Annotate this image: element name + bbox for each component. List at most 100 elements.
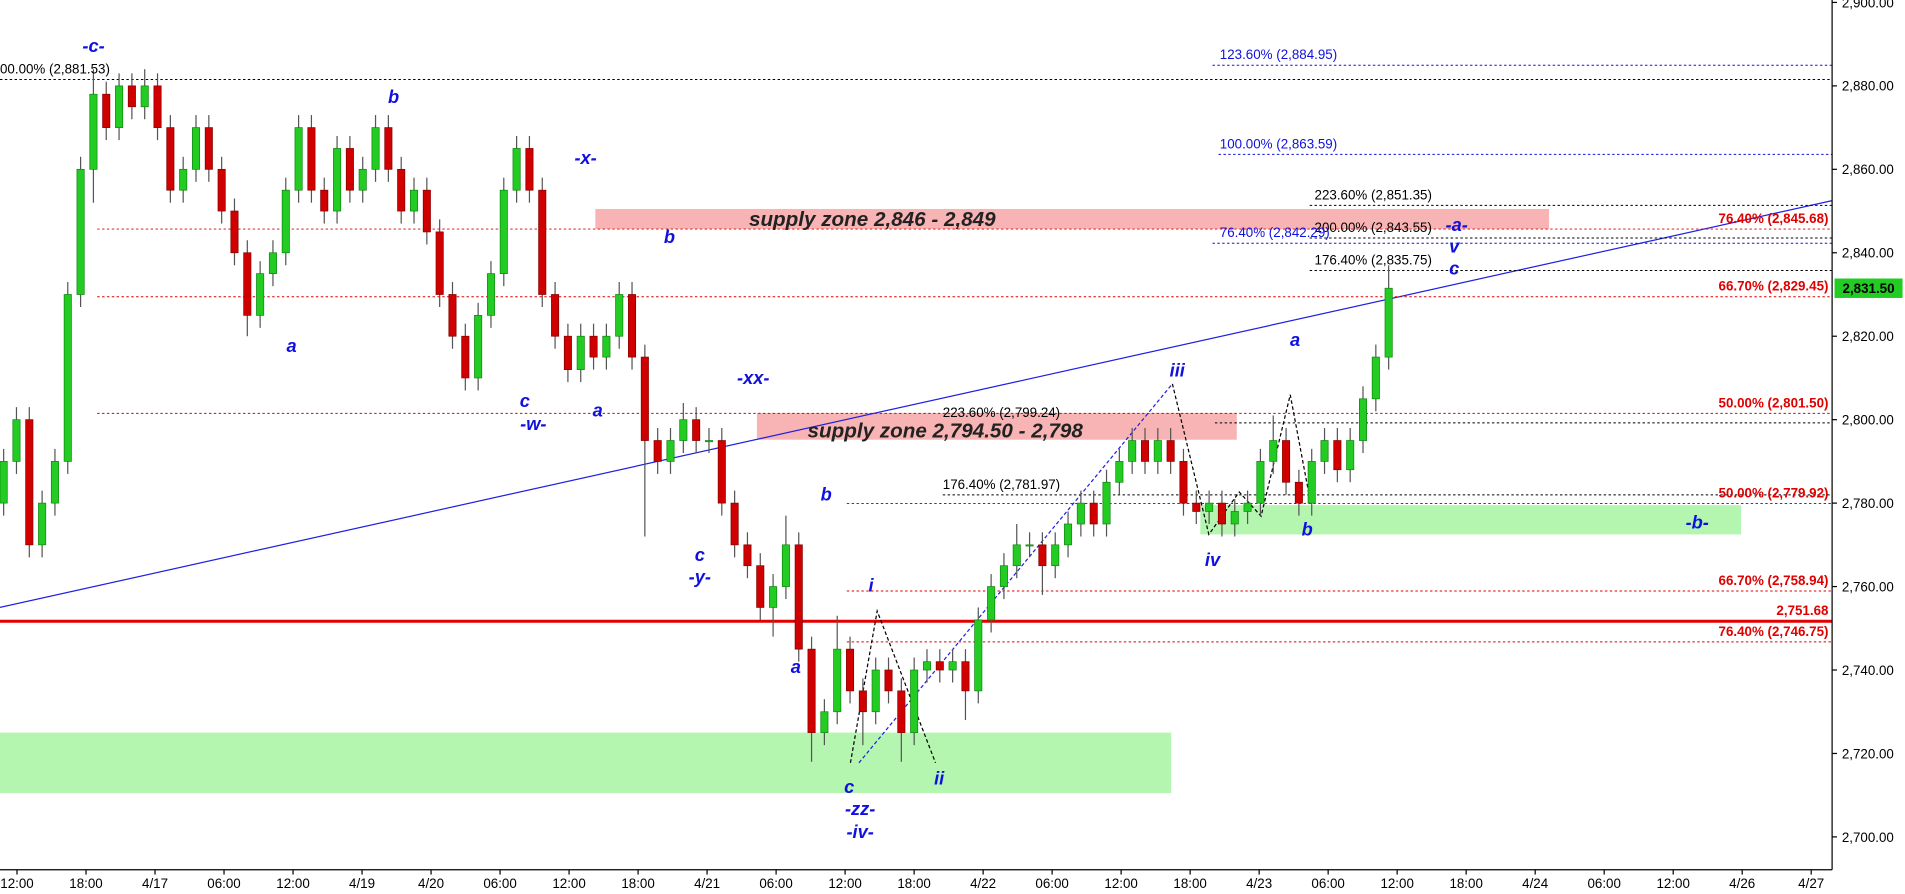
- y-tick-label: 2,860.00: [1842, 162, 1894, 177]
- candle-body: [76, 168, 85, 295]
- candle-body: [666, 440, 675, 462]
- candle-body: [115, 85, 124, 128]
- y-tick-label: 2,900.00: [1842, 0, 1894, 10]
- candle-body: [1269, 440, 1278, 462]
- candle-body: [807, 648, 816, 733]
- x-tick-label: 12:00: [1656, 876, 1689, 891]
- x-tick-label: 18:00: [897, 876, 930, 891]
- candle-body: [769, 586, 778, 608]
- wave-label: v: [1449, 237, 1460, 257]
- wave-label: -x-: [574, 148, 596, 168]
- candle-body: [102, 93, 111, 128]
- candle-body: [166, 127, 175, 191]
- candle-body: [961, 661, 970, 692]
- candle-body: [307, 127, 316, 191]
- y-tick-label: 2,840.00: [1842, 246, 1894, 261]
- wave-label: c: [520, 391, 530, 411]
- candle-body: [653, 440, 662, 462]
- candle-body: [1217, 502, 1226, 525]
- candle-body: [1166, 440, 1175, 462]
- y-tick-label: 2,760.00: [1842, 579, 1894, 594]
- candle-body: [268, 252, 277, 275]
- wave-label: b: [664, 227, 675, 247]
- candle-body: [333, 148, 342, 212]
- candle-body: [628, 294, 637, 358]
- level-label: 76.40% (2,746.75): [1719, 624, 1829, 639]
- price-tag-label: 2,831.50: [1843, 281, 1895, 296]
- candle-body: [25, 419, 34, 546]
- candle-body: [1307, 461, 1316, 504]
- candle-body: [717, 440, 726, 504]
- candle-body: [1346, 440, 1355, 471]
- zone-label: supply zone 2,794.50 - 2,798: [808, 419, 1084, 442]
- candle-body: [1358, 398, 1368, 441]
- wave-label: -y-: [689, 567, 711, 587]
- wave-label: iv: [1205, 550, 1221, 570]
- level-label: 223.60% (2,799.24): [943, 405, 1060, 420]
- x-tick-label: 06:00: [759, 876, 792, 891]
- wave-label: c: [1449, 259, 1459, 279]
- wave-label: ii: [934, 769, 945, 789]
- zone: [756, 412, 1237, 440]
- wave-label: b: [388, 87, 399, 107]
- candle-body: [230, 210, 239, 254]
- candle-body: [294, 127, 303, 191]
- candle-body: [486, 273, 495, 316]
- candle-body: [1102, 481, 1111, 525]
- candle-body: [345, 148, 354, 191]
- candle-body: [1294, 481, 1303, 504]
- candle-body: [281, 189, 290, 254]
- candle-body: [63, 294, 72, 462]
- candle-body: [1115, 461, 1124, 483]
- candle-body: [1089, 502, 1098, 525]
- candle-body: [1230, 511, 1239, 525]
- candle-body: [1371, 356, 1380, 400]
- level-label: 123.60% (2,884.95): [1220, 47, 1337, 62]
- wave-label: -a-: [1446, 215, 1468, 235]
- candle-body: [1192, 502, 1201, 512]
- candle-body: [384, 127, 393, 170]
- x-tick-label: 12:00: [1104, 876, 1137, 891]
- candle-body: [217, 168, 226, 212]
- candle-body: [1333, 440, 1342, 471]
- candle-body: [756, 565, 765, 608]
- candle-body: [358, 168, 367, 191]
- candle-body: [204, 127, 213, 170]
- wave-line: [1171, 383, 1311, 536]
- x-tick-label: 12:00: [552, 876, 585, 891]
- wave-label: -w-: [520, 414, 546, 434]
- candle-body: [38, 502, 47, 546]
- zone: [595, 208, 1550, 229]
- candle-body: [922, 661, 931, 671]
- candle-body: [1051, 544, 1060, 567]
- x-tick-label: 4/22: [970, 876, 996, 891]
- candle-body: [320, 189, 329, 212]
- candle-body: [1243, 502, 1252, 512]
- y-tick-label: 2,880.00: [1842, 79, 1894, 94]
- candle-body: [525, 148, 534, 191]
- candle-body: [833, 648, 842, 713]
- x-tick-label: 4/26: [1729, 876, 1755, 891]
- candle-body: [448, 294, 457, 337]
- x-tick-label: 18:00: [621, 876, 654, 891]
- level-label: 76.40% (2,842.29): [1220, 225, 1330, 240]
- candle-body: [692, 419, 701, 441]
- candle-body: [538, 189, 547, 295]
- level-label: 50.00% (2,779.92): [1719, 485, 1829, 500]
- wave-label: b: [821, 484, 832, 504]
- y-tick-label: 2,780.00: [1842, 496, 1894, 511]
- wave-label: a: [287, 336, 297, 356]
- labels: supply zone 2,846 - 2,849 supply zone 2,7…: [0, 36, 1829, 842]
- candle-body: [1256, 461, 1265, 504]
- candle-body: [1038, 544, 1047, 567]
- level-label: 76.40% (2,845.68): [1719, 211, 1829, 226]
- candle-body: [410, 189, 419, 212]
- x-tick-label: 4/27: [1798, 876, 1824, 891]
- candle-body: [846, 648, 855, 692]
- level-label: 66.70% (2,758.94): [1719, 573, 1829, 588]
- candle-body: [999, 565, 1008, 587]
- y-tick-label: 2,720.00: [1842, 746, 1894, 761]
- level-label: 176.40% (2,835.75): [1315, 252, 1432, 267]
- candle-body: [12, 419, 21, 462]
